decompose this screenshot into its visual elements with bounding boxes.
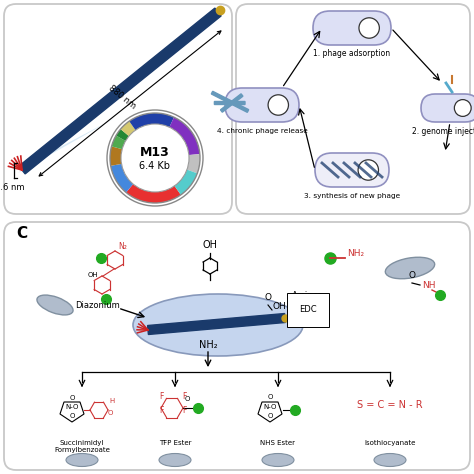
- Text: C: C: [16, 226, 27, 241]
- Circle shape: [358, 160, 378, 180]
- Polygon shape: [147, 313, 285, 335]
- Wedge shape: [129, 113, 174, 130]
- Text: 880 nm: 880 nm: [107, 84, 137, 111]
- Polygon shape: [220, 94, 243, 112]
- Text: OH: OH: [202, 240, 218, 250]
- Text: 4. chronic phage release: 4. chronic phage release: [217, 128, 307, 134]
- Text: OH: OH: [88, 272, 99, 278]
- Text: 1. phage adsorption: 1. phage adsorption: [313, 49, 391, 58]
- FancyBboxPatch shape: [225, 88, 299, 122]
- Text: N₂: N₂: [118, 242, 127, 251]
- Text: Amines: Amines: [292, 291, 324, 300]
- Text: N-O: N-O: [264, 404, 277, 410]
- Text: F: F: [182, 392, 186, 401]
- Text: Succinimidyl
Formylbenzoate: Succinimidyl Formylbenzoate: [54, 440, 110, 453]
- FancyBboxPatch shape: [4, 4, 232, 214]
- Circle shape: [107, 110, 203, 206]
- Text: F: F: [159, 406, 164, 415]
- Ellipse shape: [66, 454, 98, 466]
- Circle shape: [455, 100, 471, 117]
- Wedge shape: [169, 117, 200, 155]
- Text: NH₂: NH₂: [199, 340, 217, 350]
- Text: O: O: [69, 413, 75, 419]
- FancyBboxPatch shape: [4, 222, 470, 470]
- Wedge shape: [120, 121, 136, 136]
- Text: H: H: [109, 398, 114, 404]
- Text: OH: OH: [273, 302, 287, 311]
- Ellipse shape: [37, 295, 73, 315]
- Text: NH: NH: [422, 281, 436, 290]
- Text: O: O: [409, 271, 416, 280]
- Circle shape: [359, 18, 379, 38]
- Polygon shape: [214, 101, 245, 104]
- Wedge shape: [110, 146, 122, 166]
- Circle shape: [268, 95, 289, 115]
- Circle shape: [121, 124, 189, 192]
- Text: 2. genome injection: 2. genome injection: [412, 127, 474, 136]
- Text: O: O: [264, 293, 272, 302]
- Text: NHS Ester: NHS Ester: [261, 440, 295, 446]
- Text: O: O: [267, 394, 273, 400]
- Text: N-O: N-O: [65, 404, 79, 410]
- Text: 6.6 nm: 6.6 nm: [0, 183, 25, 192]
- Polygon shape: [18, 118, 115, 173]
- Text: NH₂: NH₂: [347, 249, 364, 258]
- FancyBboxPatch shape: [421, 94, 474, 122]
- Polygon shape: [19, 8, 221, 174]
- Text: 6.4 Kb: 6.4 Kb: [139, 161, 171, 171]
- Ellipse shape: [262, 454, 294, 466]
- Wedge shape: [111, 136, 126, 149]
- Wedge shape: [126, 184, 181, 203]
- Text: S = C = N - R: S = C = N - R: [357, 400, 423, 410]
- Text: EDC: EDC: [299, 305, 317, 314]
- Wedge shape: [116, 129, 129, 141]
- FancyBboxPatch shape: [236, 4, 470, 214]
- Wedge shape: [111, 164, 133, 192]
- Text: Diazonium: Diazonium: [75, 301, 120, 310]
- Text: 3. synthesis of new phage: 3. synthesis of new phage: [304, 193, 400, 199]
- Wedge shape: [174, 170, 197, 195]
- Text: M13: M13: [140, 146, 170, 158]
- Text: Isothiocyanate: Isothiocyanate: [365, 440, 416, 446]
- Text: O: O: [108, 410, 113, 416]
- Ellipse shape: [133, 294, 303, 356]
- FancyBboxPatch shape: [315, 153, 389, 187]
- Text: F: F: [159, 392, 164, 401]
- Text: O: O: [267, 413, 273, 419]
- Ellipse shape: [385, 257, 435, 279]
- Text: O: O: [185, 396, 191, 402]
- Wedge shape: [187, 154, 200, 173]
- Ellipse shape: [374, 454, 406, 466]
- Text: O: O: [69, 395, 75, 401]
- FancyBboxPatch shape: [313, 11, 391, 45]
- Text: TFP Ester: TFP Ester: [159, 440, 191, 446]
- Ellipse shape: [159, 454, 191, 466]
- Polygon shape: [211, 91, 249, 112]
- Text: F: F: [182, 406, 186, 415]
